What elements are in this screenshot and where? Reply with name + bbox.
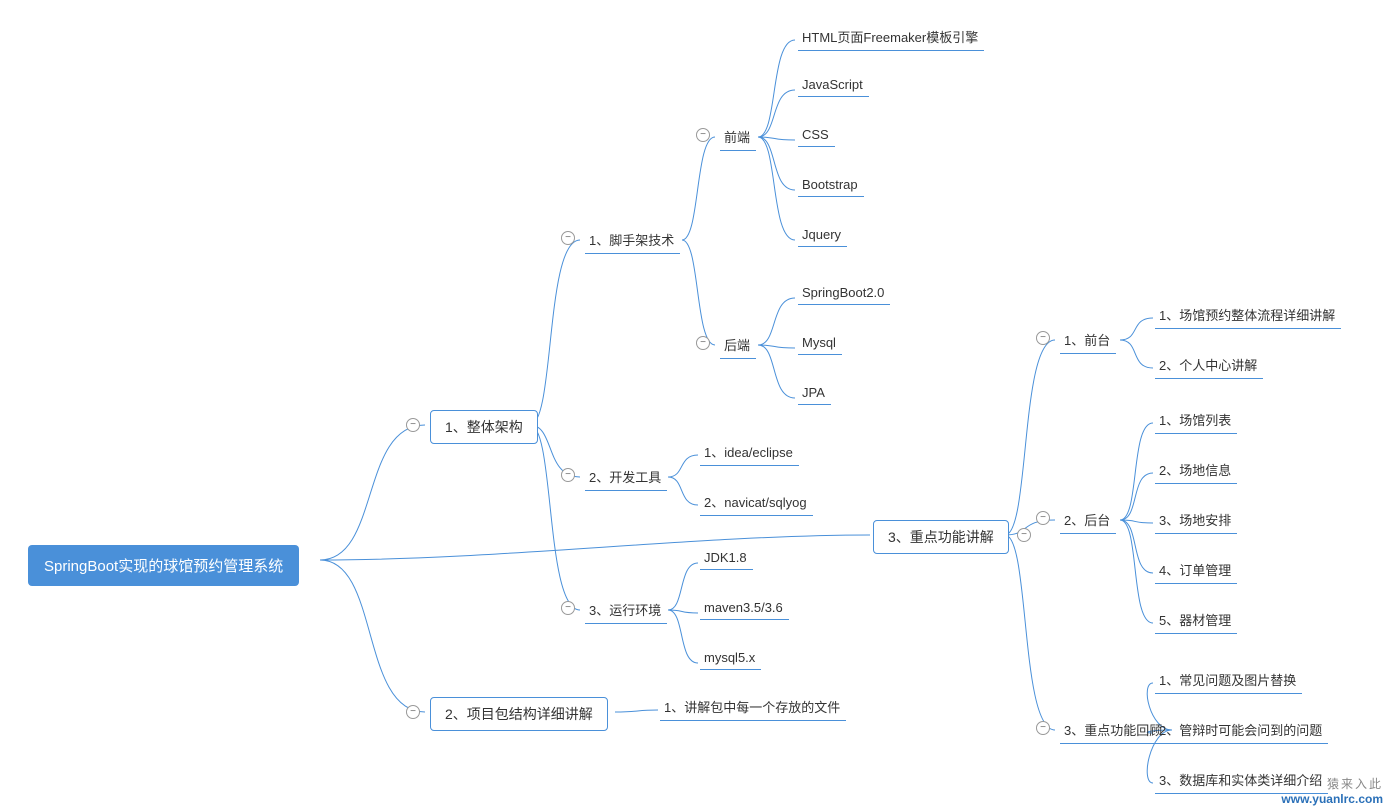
collapse-toggle-icon[interactable]: −: [1036, 511, 1050, 525]
node-back-stage[interactable]: 2、后台: [1060, 510, 1116, 534]
node-runtime-env[interactable]: 3、运行环境: [585, 600, 667, 624]
collapse-toggle-icon[interactable]: −: [1017, 528, 1031, 542]
root-node[interactable]: SpringBoot实现的球馆预约管理系统: [28, 545, 299, 586]
collapse-toggle-icon[interactable]: −: [561, 468, 575, 482]
leaf-order-mgmt[interactable]: 4、订单管理: [1155, 560, 1237, 584]
node-frontend[interactable]: 前端: [720, 127, 756, 151]
leaf-idea-eclipse[interactable]: 1、idea/eclipse: [700, 442, 799, 466]
collapse-toggle-icon[interactable]: −: [406, 705, 420, 719]
leaf-jquery[interactable]: Jquery: [798, 227, 847, 247]
collapse-toggle-icon[interactable]: −: [561, 601, 575, 615]
watermark-url: www.yuanlrc.com: [1281, 792, 1383, 806]
leaf-springboot[interactable]: SpringBoot2.0: [798, 285, 890, 305]
branch-key-features[interactable]: 3、重点功能讲解: [873, 520, 1009, 554]
branch-package-structure[interactable]: 2、项目包结构详细讲解: [430, 697, 608, 731]
node-backend[interactable]: 后端: [720, 335, 756, 359]
leaf-court-schedule[interactable]: 3、场地安排: [1155, 510, 1237, 534]
leaf-defense-questions[interactable]: 2、管辩时可能会问到的问题: [1155, 720, 1328, 744]
leaf-package-files[interactable]: 1、讲解包中每一个存放的文件: [660, 697, 846, 721]
leaf-navicat-sqlyog[interactable]: 2、navicat/sqlyog: [700, 492, 813, 516]
leaf-booking-flow[interactable]: 1、场馆预约整体流程详细讲解: [1155, 305, 1341, 329]
watermark: 猿来入此 www.yuanlrc.com: [1281, 775, 1383, 806]
collapse-toggle-icon[interactable]: −: [406, 418, 420, 432]
leaf-mysql[interactable]: Mysql: [798, 335, 842, 355]
collapse-toggle-icon[interactable]: −: [1036, 331, 1050, 345]
watermark-text: 猿来入此: [1281, 775, 1383, 792]
node-dev-tools[interactable]: 2、开发工具: [585, 467, 667, 491]
leaf-html-freemaker[interactable]: HTML页面Freemaker模板引擎: [798, 27, 984, 51]
leaf-css[interactable]: CSS: [798, 127, 835, 147]
leaf-javascript[interactable]: JavaScript: [798, 77, 869, 97]
leaf-jdk[interactable]: JDK1.8: [700, 550, 753, 570]
collapse-toggle-icon[interactable]: −: [561, 231, 575, 245]
leaf-personal-center[interactable]: 2、个人中心讲解: [1155, 355, 1263, 379]
leaf-court-info[interactable]: 2、场地信息: [1155, 460, 1237, 484]
leaf-maven[interactable]: maven3.5/3.6: [700, 600, 789, 620]
node-front-stage[interactable]: 1、前台: [1060, 330, 1116, 354]
collapse-toggle-icon[interactable]: −: [696, 128, 710, 142]
leaf-equipment-mgmt[interactable]: 5、器材管理: [1155, 610, 1237, 634]
collapse-toggle-icon[interactable]: −: [696, 336, 710, 350]
leaf-venue-list[interactable]: 1、场馆列表: [1155, 410, 1237, 434]
branch-architecture[interactable]: 1、整体架构: [430, 410, 538, 444]
leaf-jpa[interactable]: JPA: [798, 385, 831, 405]
collapse-toggle-icon[interactable]: −: [1036, 721, 1050, 735]
leaf-faq-image-swap[interactable]: 1、常见问题及图片替换: [1155, 670, 1302, 694]
leaf-mysql5[interactable]: mysql5.x: [700, 650, 761, 670]
node-review[interactable]: 3、重点功能回顾: [1060, 720, 1168, 744]
leaf-bootstrap[interactable]: Bootstrap: [798, 177, 864, 197]
node-scaffold-tech[interactable]: 1、脚手架技术: [585, 230, 680, 254]
